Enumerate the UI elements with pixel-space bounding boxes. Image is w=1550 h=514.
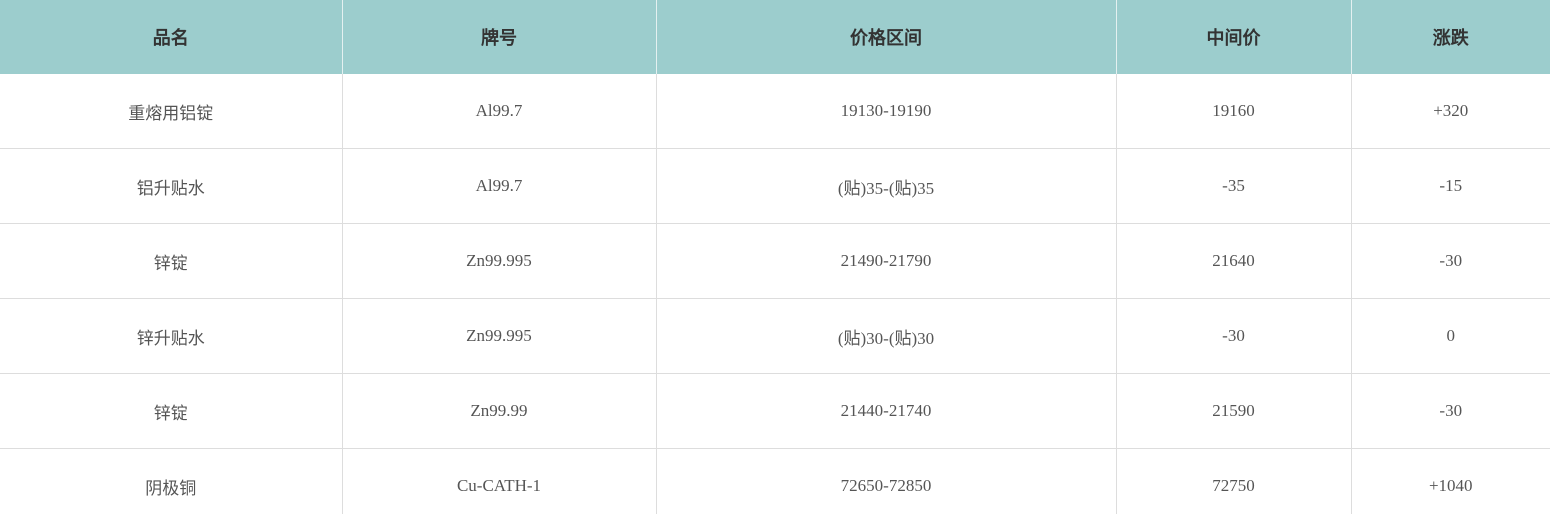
table-cell: 锌锭: [0, 373, 343, 449]
header-cell: 价格区间: [656, 0, 1117, 74]
table-cell: -30: [1116, 298, 1352, 374]
table-cell: 21590: [1116, 373, 1352, 449]
header-cell: 中间价: [1116, 0, 1352, 74]
header-cell: 品名: [0, 0, 343, 74]
table-cell: 阴极铜: [0, 448, 343, 514]
table-row: 铝升贴水 Al99.7 (贴)35-(贴)35 -35 -15: [0, 148, 1550, 224]
table-cell: 铝升贴水: [0, 148, 343, 224]
table-cell: Al99.7: [342, 148, 657, 224]
table-cell: 21440-21740: [656, 373, 1117, 449]
table-cell: +320: [1351, 74, 1550, 149]
table-cell: 0: [1351, 298, 1550, 374]
table-row: 锌升贴水 Zn99.995 (贴)30-(贴)30 -30 0: [0, 298, 1550, 374]
table-body: 重熔用铝锭 Al99.7 19130-19190 19160 +320 铝升贴水 Al99.…: [0, 74, 1550, 514]
table-row: 锌锭 Zn99.995 21490-21790 21640 -30: [0, 223, 1550, 299]
header-cell: 涨跌: [1351, 0, 1550, 74]
header-row: 品名 牌号 价格区间 中间价 涨跌: [0, 0, 1550, 74]
table-cell: Zn99.99: [342, 373, 657, 449]
table-cell: -15: [1351, 148, 1550, 224]
table-cell: 锌锭: [0, 223, 343, 299]
header-cell: 牌号: [342, 0, 657, 74]
table-cell: Zn99.995: [342, 223, 657, 299]
table-cell: 锌升贴水: [0, 298, 343, 374]
table-cell: Zn99.995: [342, 298, 657, 374]
table-cell: 72650-72850: [656, 448, 1117, 514]
table-cell: (贴)30-(贴)30: [656, 298, 1117, 374]
table-cell: +1040: [1351, 448, 1550, 514]
table-row: 重熔用铝锭 Al99.7 19130-19190 19160 +320: [0, 74, 1550, 149]
table-cell: Cu-CATH-1: [342, 448, 657, 514]
table-cell: 重熔用铝锭: [0, 74, 343, 149]
table-cell: 21490-21790: [656, 223, 1117, 299]
table-row: 阴极铜 Cu-CATH-1 72650-72850 72750 +1040: [0, 448, 1550, 514]
table-cell: 21640: [1116, 223, 1352, 299]
table-cell: (贴)35-(贴)35: [656, 148, 1117, 224]
table-cell: -30: [1351, 373, 1550, 449]
table-header: 品名 牌号 价格区间 中间价 涨跌: [0, 0, 1550, 74]
table-cell: 72750: [1116, 448, 1352, 514]
table-cell: Al99.7: [342, 74, 657, 149]
table-cell: -30: [1351, 223, 1550, 299]
table-cell: 19160: [1116, 74, 1352, 149]
table-cell: -35: [1116, 148, 1352, 224]
table-row: 锌锭 Zn99.99 21440-21740 21590 -30: [0, 373, 1550, 449]
table-cell: 19130-19190: [656, 74, 1117, 149]
